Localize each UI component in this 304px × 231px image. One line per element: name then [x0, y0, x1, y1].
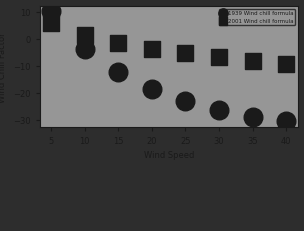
- 1939 Wind chill formula: [150, 88, 154, 91]
- 2001 Wind chill formula: [82, 34, 87, 38]
- 2001 Wind chill formula: [217, 56, 222, 60]
- 2001 Wind chill formula: [183, 52, 188, 56]
- Y-axis label: Wind Chill Factor: Wind Chill Factor: [0, 32, 7, 102]
- 2001 Wind chill formula: [49, 22, 54, 25]
- 2001 Wind chill formula: [150, 48, 154, 51]
- X-axis label: Wind Speed: Wind Speed: [143, 151, 194, 159]
- 1939 Wind chill formula: [284, 120, 288, 123]
- 1939 Wind chill formula: [217, 109, 222, 112]
- 1939 Wind chill formula: [82, 48, 87, 52]
- 1939 Wind chill formula: [116, 71, 121, 75]
- 1939 Wind chill formula: [49, 11, 54, 14]
- 2001 Wind chill formula: [250, 60, 255, 63]
- 1939 Wind chill formula: [183, 100, 188, 104]
- 2001 Wind chill formula: [116, 42, 121, 45]
- 1939 Wind chill formula: [250, 115, 255, 119]
- Legend: 1939 Wind chill formula, 2001 Wind chill formula: 1939 Wind chill formula, 2001 Wind chill…: [219, 10, 295, 26]
- 2001 Wind chill formula: [284, 63, 288, 66]
